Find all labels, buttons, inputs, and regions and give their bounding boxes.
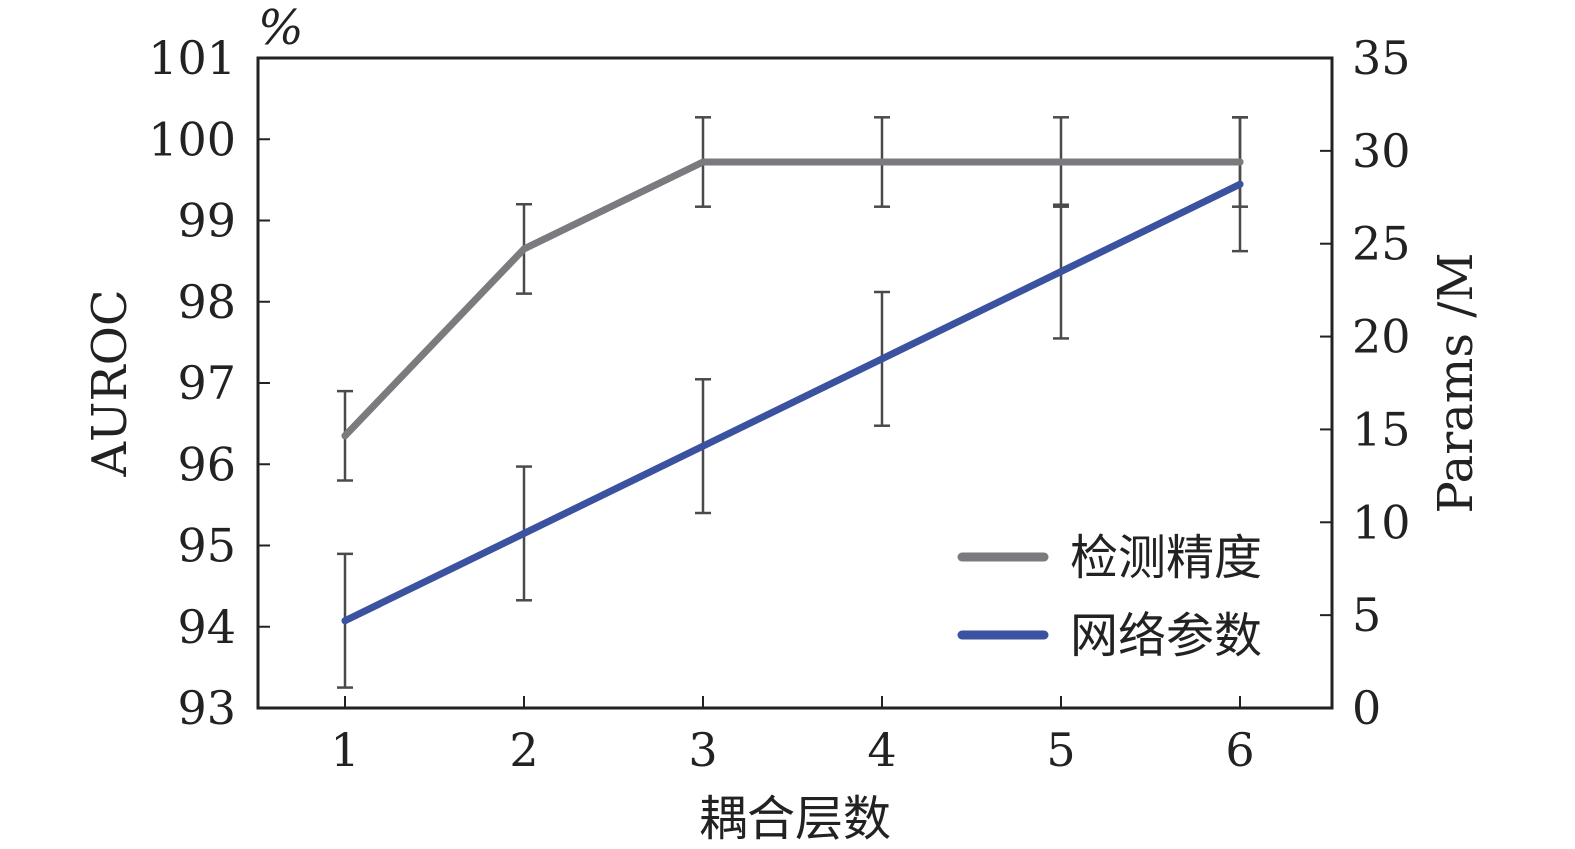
series-point-1: [1236, 158, 1244, 166]
x-axis: 1 2 3 4 5 6: [330, 696, 1255, 777]
x-axis-title: 耦合层数: [699, 791, 891, 847]
legend-label-2: 网络参数: [1070, 608, 1262, 664]
x-tick-label: 6: [1225, 723, 1254, 777]
series-line-2: [341, 180, 1244, 625]
x-tick-label: 3: [688, 723, 717, 777]
right-axis-title: Params /M: [1428, 252, 1484, 513]
series-point-2: [699, 442, 707, 450]
right-tick-label: 20: [1352, 310, 1411, 364]
left-tick-label: 95: [177, 519, 236, 573]
left-tick-label: 99: [177, 194, 236, 248]
right-axis: 0 5 10 15 20 25 30 35: [1320, 31, 1411, 735]
left-tick-label: 98: [177, 275, 236, 329]
right-tick-label: 25: [1352, 217, 1411, 271]
right-tick-label: 15: [1352, 402, 1411, 456]
right-tick-label: 5: [1352, 588, 1381, 642]
left-axis: 93 94 95 96 97 98 99 100 101: [148, 31, 270, 735]
series-point-2: [1057, 268, 1065, 276]
right-tick-label: 30: [1352, 124, 1411, 178]
x-tick-label: 2: [509, 723, 538, 777]
series-point-2: [520, 529, 528, 537]
left-tick-label: 97: [177, 356, 236, 410]
left-tick-label: 93: [177, 681, 236, 735]
left-axis-unit: %: [258, 0, 304, 56]
left-tick-label: 96: [177, 437, 236, 491]
x-tick-label: 4: [867, 723, 896, 777]
right-tick-label: 0: [1352, 681, 1381, 735]
left-tick-label: 101: [148, 31, 236, 85]
series-point-2: [878, 355, 886, 363]
x-tick-label: 1: [330, 723, 359, 777]
series-point-2: [1236, 180, 1244, 188]
right-tick-label: 10: [1352, 495, 1411, 549]
left-tick-label: 100: [148, 112, 236, 166]
series-line-1: [341, 158, 1244, 440]
x-tick-label: 5: [1046, 723, 1075, 777]
left-tick-label: 94: [177, 600, 236, 654]
series-point-1: [1057, 158, 1065, 166]
series-point-1: [341, 432, 349, 440]
series-lines: [341, 158, 1244, 625]
legend-label-1: 检测精度: [1070, 530, 1262, 586]
right-tick-label: 35: [1352, 31, 1411, 85]
series-point-1: [878, 158, 886, 166]
series-point-2: [341, 617, 349, 625]
series-point-1: [699, 158, 707, 166]
left-axis-title: AUROC: [82, 289, 138, 477]
series-point-1: [520, 245, 528, 253]
